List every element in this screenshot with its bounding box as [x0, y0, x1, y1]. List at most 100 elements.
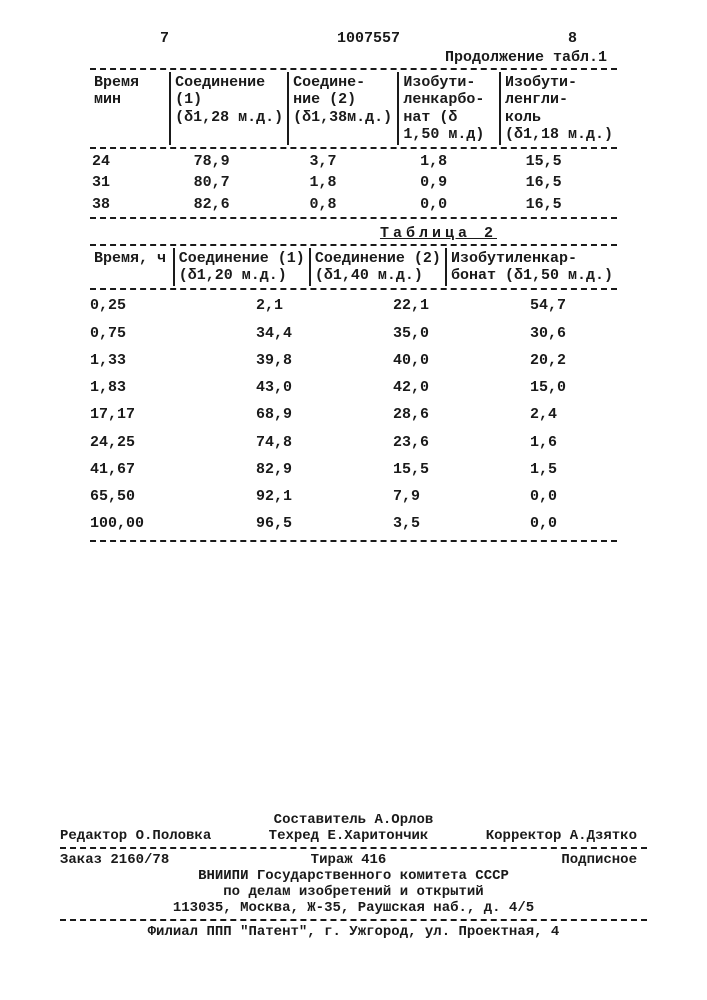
t1-rule-bottom — [90, 217, 617, 219]
t2-cell: 1,33 — [90, 347, 206, 374]
t1-cell: 82,6 — [180, 194, 296, 215]
table1-header-row: Время мин Соединение (1) (δ1,28 м.д.) Со… — [90, 72, 617, 145]
t2-h1: Время, ч — [90, 248, 174, 287]
footer-rule-1 — [60, 847, 647, 849]
t2-cell: 28,6 — [343, 401, 480, 428]
corrector: Корректор А.Дзятко — [445, 828, 647, 844]
t2-cell: 34,4 — [206, 320, 343, 347]
t2-h4: Изобутиленкар- бонат (δ1,50 м.д.) — [446, 248, 617, 287]
t2-cell: 20,2 — [480, 347, 617, 374]
t2-cell: 22,1 — [343, 292, 480, 319]
t1-h1: Время мин — [90, 72, 170, 145]
t2-cell: 54,7 — [480, 292, 617, 319]
t2-cell: 3,5 — [343, 510, 480, 537]
footer-rule-2 — [60, 919, 647, 921]
t1-cell: 78,9 — [180, 151, 296, 172]
t2-cell: 0,0 — [480, 510, 617, 537]
editor: Редактор О.Половка — [60, 828, 252, 844]
t2-rule-bottom — [90, 540, 617, 542]
t1-h4: Изобути- ленкарбо- нат (δ 1,50 м.д) — [398, 72, 500, 145]
t1-cell: 16,5 — [512, 172, 617, 193]
table-row: 65,5092,17,90,0 — [90, 483, 617, 510]
t1-cell: 0,8 — [296, 194, 407, 215]
t2-cell: 15,5 — [343, 456, 480, 483]
t1-h3: Соедине- ние (2) (δ1,38м.д.) — [288, 72, 398, 145]
addr1: 113035, Москва, Ж-35, Раушская наб., д. … — [60, 900, 647, 916]
table-row: 1,8343,042,015,0 — [90, 374, 617, 401]
t1-rule-headbody — [90, 147, 617, 149]
table-row: 1,3339,840,020,2 — [90, 347, 617, 374]
t2-cell: 1,6 — [480, 429, 617, 456]
table-row: 100,0096,53,50,0 — [90, 510, 617, 537]
t2-cell: 0,0 — [480, 483, 617, 510]
t1-rule-top — [90, 68, 617, 70]
t2-h3: Соединение (2) (δ1,40 м.д.) — [310, 248, 446, 287]
t2-cell: 7,9 — [343, 483, 480, 510]
t2-cell: 74,8 — [206, 429, 343, 456]
table-row: 41,6782,915,51,5 — [90, 456, 617, 483]
doc-number: 1007557 — [299, 30, 438, 47]
t1-cell: 38 — [90, 194, 180, 215]
t1-cell: 1,8 — [296, 172, 407, 193]
t2-cell: 24,25 — [90, 429, 206, 456]
t1-h2: Соединение (1) (δ1,28 м.д.) — [170, 72, 288, 145]
t2-cell: 100,00 — [90, 510, 206, 537]
footer: Составитель А.Орлов Редактор О.Половка Т… — [60, 812, 647, 940]
table1-continuation: Продолжение табл.1 — [90, 49, 617, 66]
table-row: 17,1768,928,62,4 — [90, 401, 617, 428]
t1-cell: 24 — [90, 151, 180, 172]
composer: Составитель А.Орлов — [60, 812, 647, 828]
tech: Техред Е.Харитончик — [252, 828, 444, 844]
t2-cell: 2,4 — [480, 401, 617, 428]
t2-cell: 23,6 — [343, 429, 480, 456]
t2-cell: 1,5 — [480, 456, 617, 483]
t2-cell: 41,67 — [90, 456, 206, 483]
table-row: 24,2574,823,61,6 — [90, 429, 617, 456]
table-row: 24 78,9 3,7 1,8 15,5 — [90, 151, 617, 172]
table-row: 0,7534,435,030,6 — [90, 320, 617, 347]
table1: Время мин Соединение (1) (δ1,28 м.д.) Со… — [90, 72, 617, 145]
t2-cell: 17,17 — [90, 401, 206, 428]
t2-cell: 0,75 — [90, 320, 206, 347]
table-row: 0,252,122,154,7 — [90, 292, 617, 319]
t2-cell: 43,0 — [206, 374, 343, 401]
t2-cell: 15,0 — [480, 374, 617, 401]
page-num-left: 7 — [90, 30, 299, 47]
table2-body: 0,252,122,154,7 0,7534,435,030,6 1,3339,… — [90, 292, 617, 537]
t2-cell: 40,0 — [343, 347, 480, 374]
t2-cell: 82,9 — [206, 456, 343, 483]
page: 7 1007557 8 Продолжение табл.1 Время мин… — [0, 0, 707, 1000]
t1-cell: 3,7 — [296, 151, 407, 172]
table2-title: Таблица 2 — [90, 225, 617, 242]
t1-cell: 1,8 — [406, 151, 511, 172]
table1-body: 24 78,9 3,7 1,8 15,5 31 80,7 1,8 0,9 16,… — [90, 151, 617, 215]
t2-cell: 68,9 — [206, 401, 343, 428]
order: Заказ 2160/78 — [60, 852, 252, 868]
credit-line: Редактор О.Половка Техред Е.Харитончик К… — [60, 828, 647, 844]
t2-rule-top — [90, 244, 617, 246]
t1-cell: 31 — [90, 172, 180, 193]
table-row: 38 82,6 0,8 0,0 16,5 — [90, 194, 617, 215]
t1-cell: 16,5 — [512, 194, 617, 215]
t2-cell: 65,50 — [90, 483, 206, 510]
sign: Подписное — [445, 852, 647, 868]
t1-cell: 0,0 — [406, 194, 511, 215]
t2-cell: 35,0 — [343, 320, 480, 347]
page-num-right: 8 — [438, 30, 617, 47]
page-header: 7 1007557 8 — [90, 30, 617, 47]
t2-cell: 0,25 — [90, 292, 206, 319]
table2-header-row: Время, ч Соединение (1) (δ1,20 м.д.) Сое… — [90, 248, 617, 287]
t2-cell: 1,83 — [90, 374, 206, 401]
t1-cell: 80,7 — [180, 172, 296, 193]
tirazh: Тираж 416 — [252, 852, 444, 868]
t2-cell: 92,1 — [206, 483, 343, 510]
table-row: 31 80,7 1,8 0,9 16,5 — [90, 172, 617, 193]
t2-cell: 2,1 — [206, 292, 343, 319]
t1-cell: 15,5 — [512, 151, 617, 172]
table2: Время, ч Соединение (1) (δ1,20 м.д.) Сое… — [90, 248, 617, 287]
t2-rule-headbody — [90, 288, 617, 290]
t2-h2: Соединение (1) (δ1,20 м.д.) — [174, 248, 310, 287]
t2-cell: 42,0 — [343, 374, 480, 401]
print-line: Заказ 2160/78 Тираж 416 Подписное — [60, 852, 647, 868]
org2: по делам изобретений и открытий — [60, 884, 647, 900]
